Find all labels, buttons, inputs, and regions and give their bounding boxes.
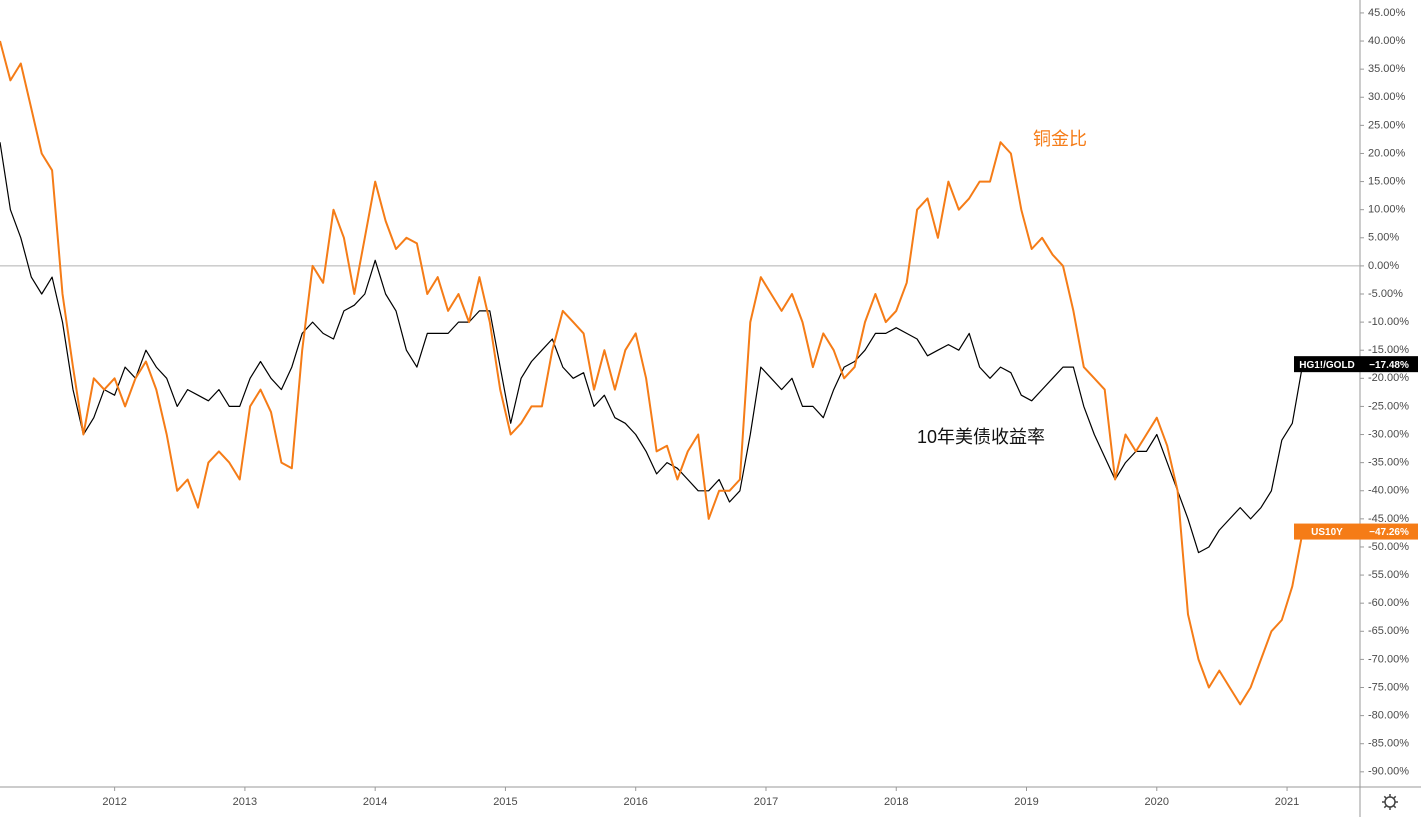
y-tick-label: 30.00% <box>1368 91 1406 103</box>
y-tick-label: -35.00% <box>1368 457 1409 469</box>
y-tick-label: -10.00% <box>1368 316 1409 328</box>
x-tick-label: 2015 <box>493 796 517 808</box>
x-tick-label: 2020 <box>1145 796 1169 808</box>
y-tick-label: 0.00% <box>1368 260 1399 272</box>
y-tick-label: -45.00% <box>1368 513 1409 525</box>
y-tick-label: -70.00% <box>1368 653 1409 665</box>
annotation: 10年美债收益率 <box>917 427 1045 447</box>
y-tick-label: -90.00% <box>1368 766 1409 778</box>
x-tick-label: 2017 <box>754 796 778 808</box>
y-tick-label: -40.00% <box>1368 485 1409 497</box>
series-name-box <box>1294 523 1360 540</box>
x-tick-label: 2013 <box>233 796 257 808</box>
y-tick-label: -15.00% <box>1368 344 1409 356</box>
x-tick-label: 2014 <box>363 796 387 808</box>
last-value-box <box>1360 523 1418 540</box>
series-name: HG1!/GOLD <box>1299 360 1355 371</box>
y-tick-label: 35.00% <box>1368 63 1406 75</box>
y-tick-label: 20.00% <box>1368 147 1406 159</box>
last-value-box <box>1360 356 1418 373</box>
plot-area <box>0 40 1360 706</box>
x-tick-label: 2019 <box>1014 796 1038 808</box>
y-tick-label: 25.00% <box>1368 119 1406 131</box>
y-tick-label: -20.00% <box>1368 372 1409 384</box>
y-tick-label: 10.00% <box>1368 204 1406 216</box>
y-tick-label: -75.00% <box>1368 681 1409 693</box>
series-line <box>0 40 1304 706</box>
last-value-label: −47.26% <box>1369 527 1409 538</box>
y-tick-label: -65.00% <box>1368 625 1409 637</box>
x-tick-label: 2018 <box>884 796 908 808</box>
series-name: US10Y <box>1311 527 1343 538</box>
last-value-label: −17.48% <box>1369 360 1409 371</box>
y-tick-label: -50.00% <box>1368 541 1409 553</box>
y-tick-label: -85.00% <box>1368 738 1409 750</box>
y-tick-label: -55.00% <box>1368 569 1409 581</box>
gear-teeth[interactable] <box>1382 794 1398 810</box>
y-tick-label: -30.00% <box>1368 428 1409 440</box>
y-tick-label: -5.00% <box>1368 288 1403 300</box>
series-line <box>0 142 1304 554</box>
settings-icon[interactable] <box>1382 794 1398 810</box>
y-tick-label: -25.00% <box>1368 400 1409 412</box>
x-tick-label: 2012 <box>102 796 126 808</box>
y-tick-label: 40.00% <box>1368 35 1406 47</box>
annotation: 铜金比 <box>1033 129 1087 149</box>
y-tick-label: -60.00% <box>1368 597 1409 609</box>
y-tick-label: 45.00% <box>1368 7 1406 19</box>
series-name-box <box>1294 356 1360 373</box>
y-tick-label: -80.00% <box>1368 710 1409 722</box>
x-tick-label: 2016 <box>623 796 647 808</box>
y-tick-label: 5.00% <box>1368 232 1399 244</box>
x-tick-label: 2021 <box>1275 796 1299 808</box>
y-tick-label: 15.00% <box>1368 175 1406 187</box>
